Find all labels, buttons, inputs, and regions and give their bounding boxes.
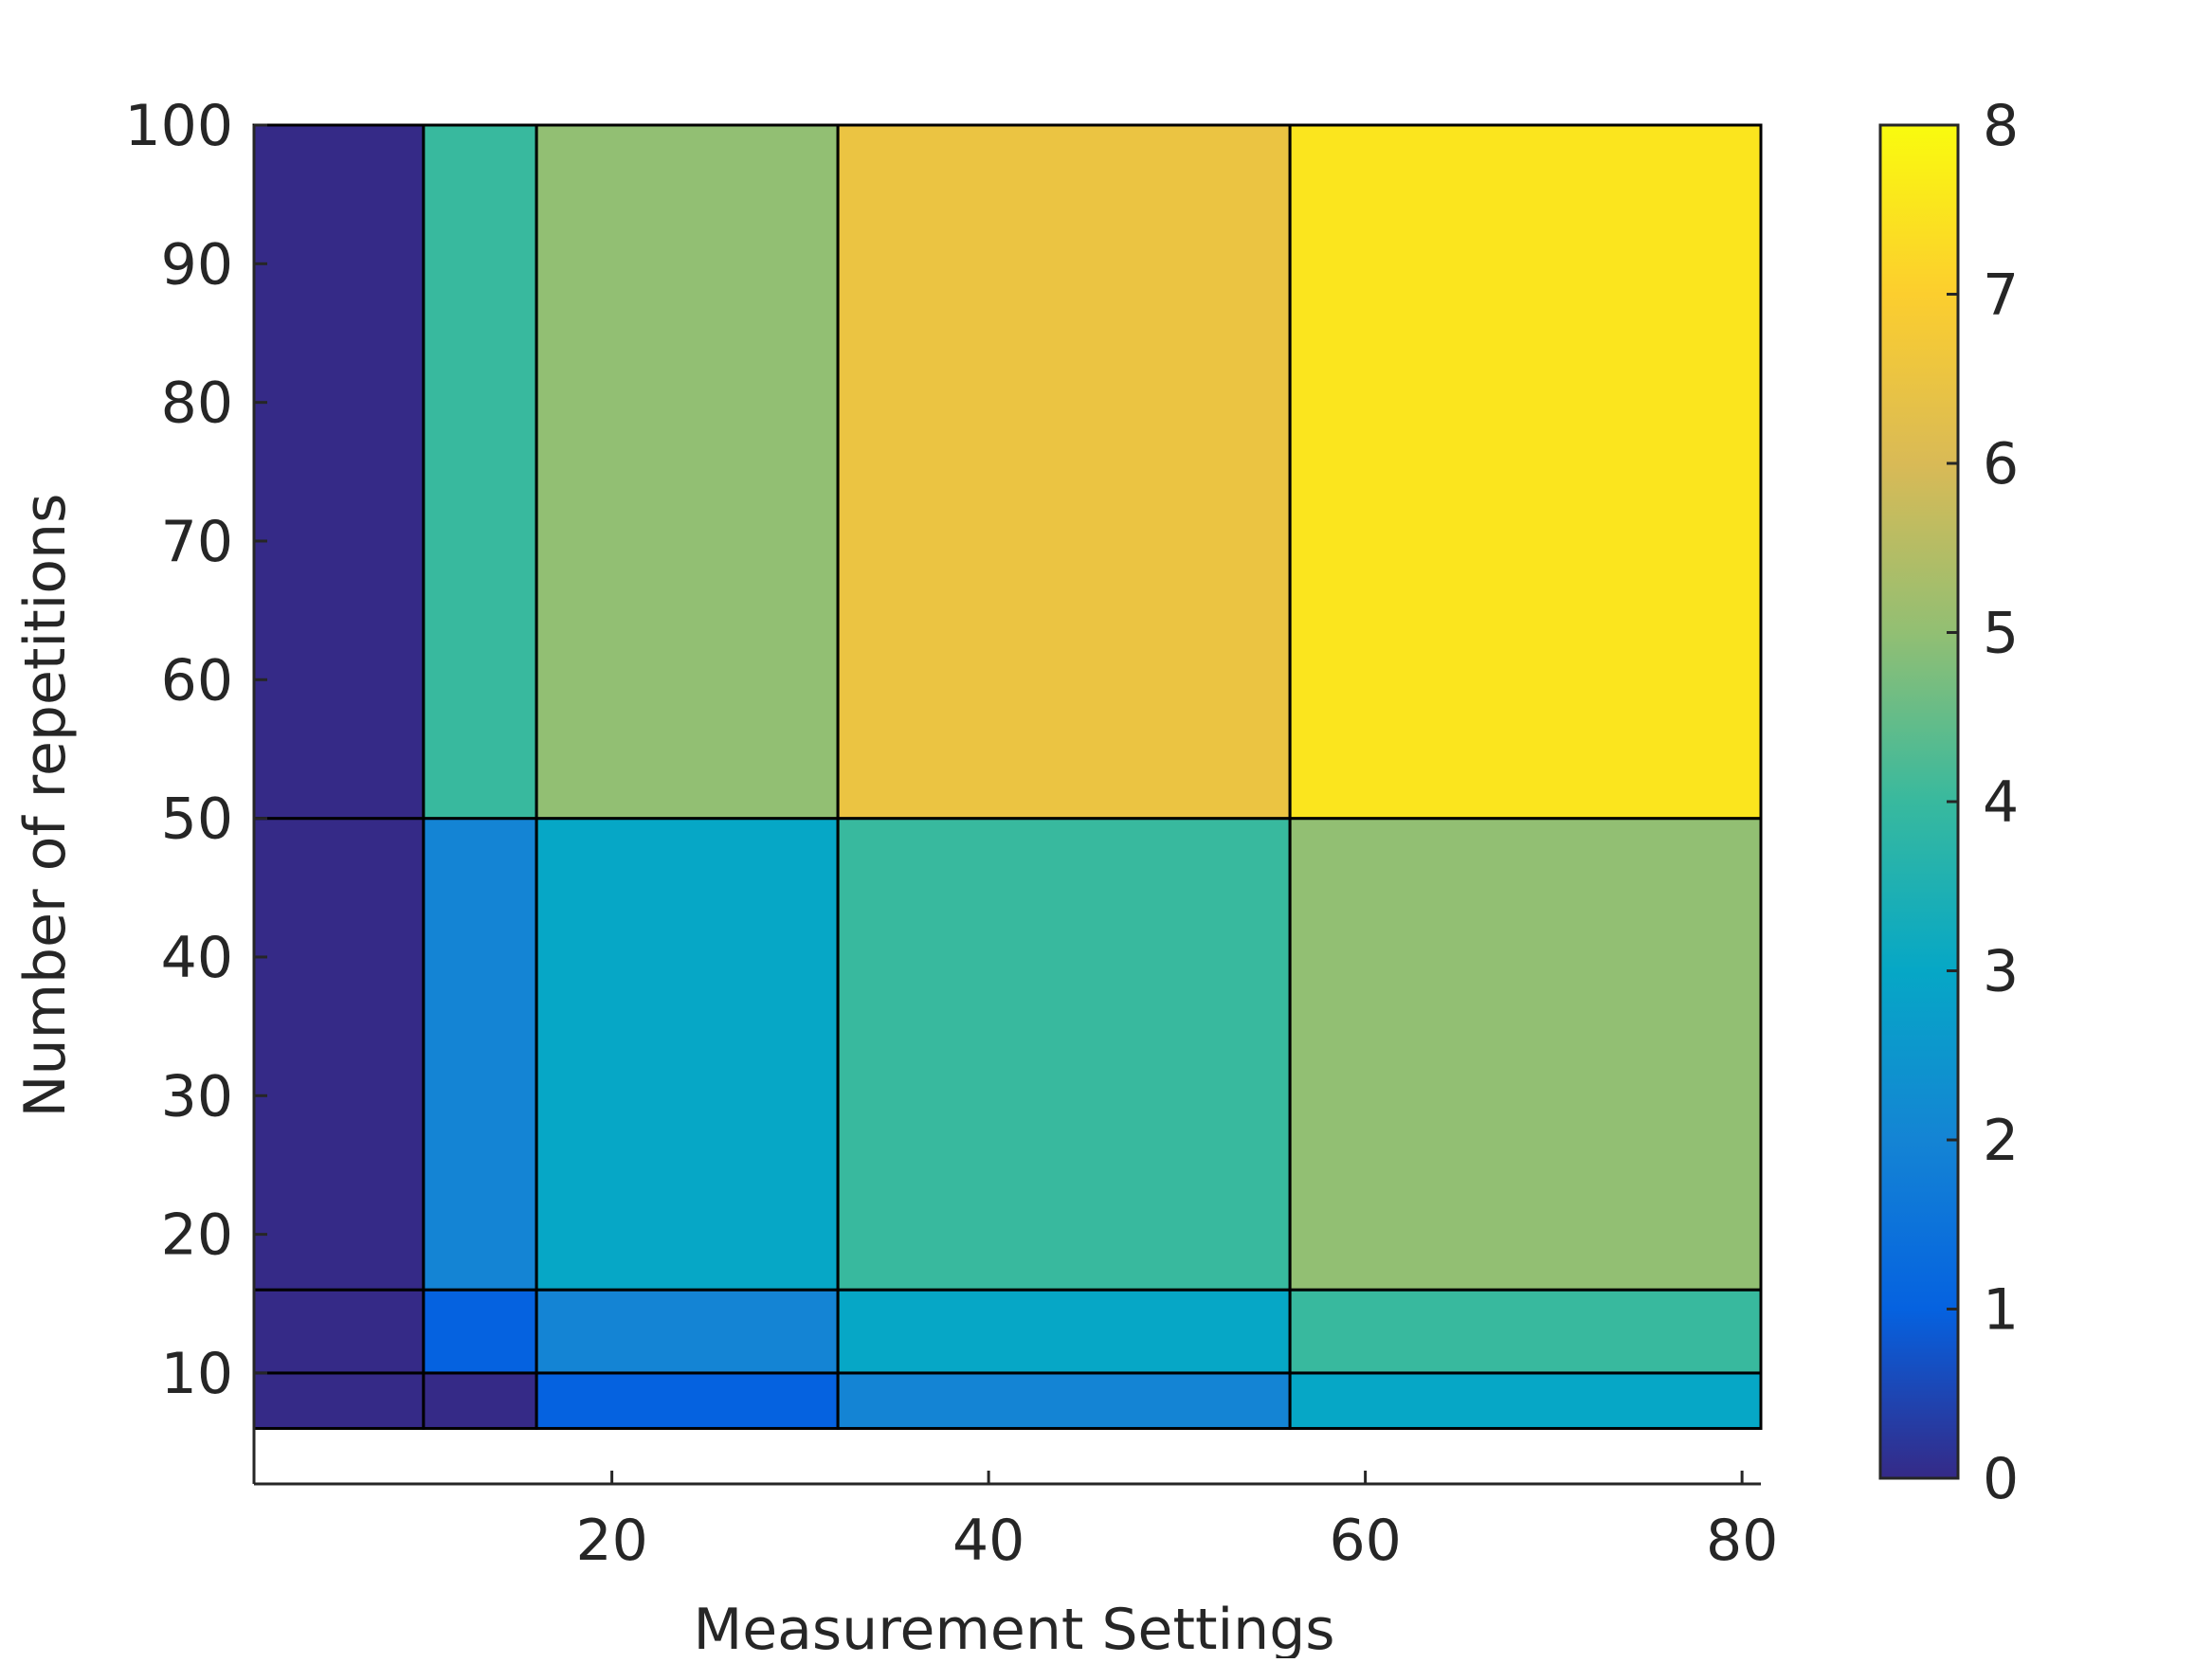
y-tick-label: 60 [161,647,233,714]
heatmap-cell [836,123,1292,821]
y-tick-label: 80 [161,371,233,437]
y-tick-label: 50 [161,786,233,853]
heatmap-cell [836,1288,1292,1375]
heatmap-cell [1288,123,1763,821]
heatmap-cell [422,1371,538,1430]
x-tick-label: 80 [1706,1508,1778,1574]
heatmap-cell [1288,1371,1763,1430]
y-tick-label: 70 [161,509,233,575]
colorbar-tick-label: 6 [1983,431,2019,497]
heatmap-cells [252,123,1763,1430]
x-axis-label: Measurement Settings [693,1597,1334,1658]
heatmap-cell [1288,817,1763,1292]
heatmap-cell [422,817,538,1292]
heatmap-cell [252,1371,426,1430]
colorbar-tick-label: 5 [1983,601,2019,667]
heatmap-cell [1288,1288,1763,1375]
y-tick-label: 30 [161,1063,233,1130]
heatmap-cell [535,817,840,1292]
heatmap-cell [535,123,840,821]
y-tick-label: 90 [161,231,233,298]
heatmap-cell [422,1288,538,1375]
y-axis-label: Number of repetitions [12,494,79,1118]
y-tick-label: 10 [161,1341,233,1407]
y-tick-label: 20 [161,1202,233,1269]
colorbar-tick-label: 4 [1983,769,2019,836]
x-tick-label: 40 [952,1508,1024,1574]
x-axis-ticks: 20 40 60 80 [575,1471,1778,1574]
axes [252,125,1761,1486]
colorbar-tick-label: 1 [1983,1277,2019,1344]
heatmap-cell [252,817,426,1292]
colorbar-gradient [1878,123,1960,1480]
x-tick-label: 20 [575,1508,647,1574]
y-axis-ticks: 10 20 30 40 50 60 70 80 90 100 [124,93,267,1407]
heatmap-cell [836,1371,1292,1430]
colorbar: 0 1 2 3 4 5 6 7 8 [1878,93,2019,1512]
heatmap-cell [535,1371,840,1430]
colorbar-tick-label: 2 [1983,1108,2019,1174]
colorbar-tick-label: 0 [1983,1446,2019,1512]
heatmap-cell [836,817,1292,1292]
x-tick-label: 60 [1329,1508,1401,1574]
heatmap-cell [252,1288,426,1375]
heatmap-cell [252,123,426,821]
y-tick-label: 40 [161,925,233,991]
colorbar-tick-label: 8 [1983,93,2019,159]
colorbar-tick-label: 7 [1983,262,2019,329]
colorbar-tick-label: 3 [1983,939,2019,1005]
y-tick-label: 100 [124,93,233,159]
heatmap-cell [535,1288,840,1375]
heatmap-cell [422,123,538,821]
